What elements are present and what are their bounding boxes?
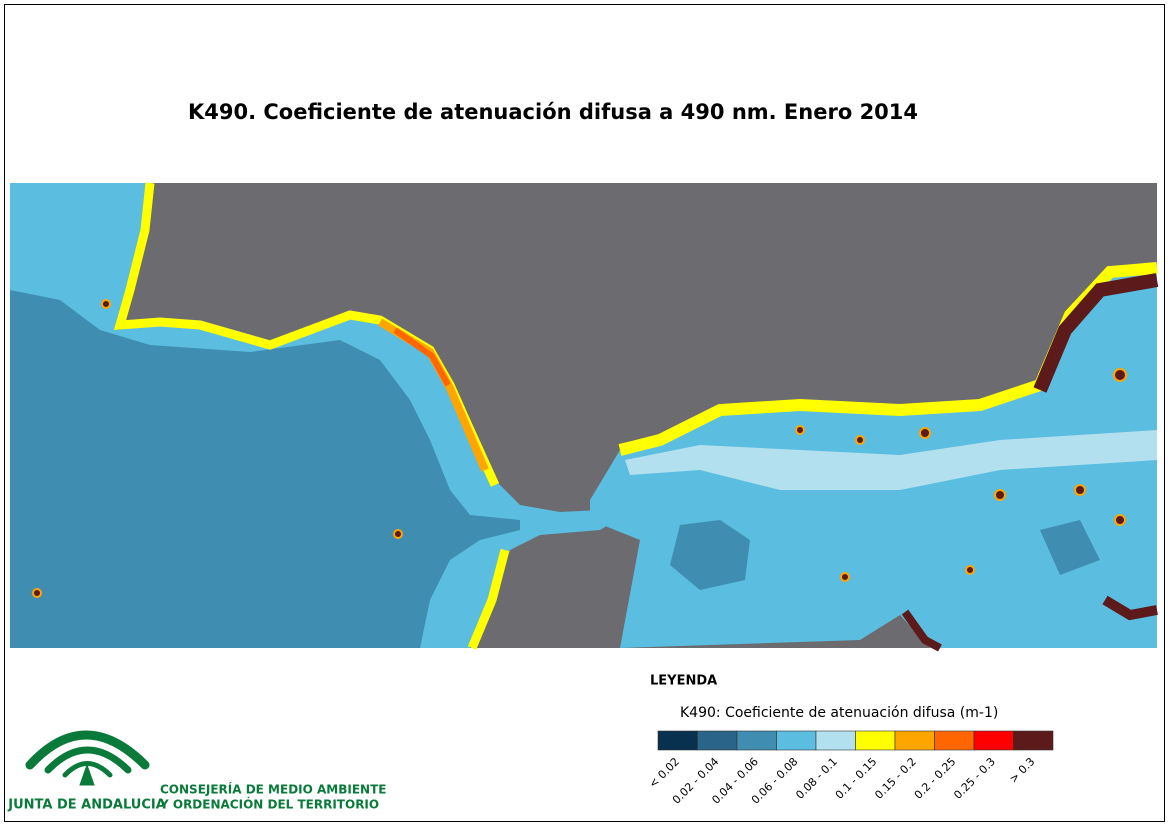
legend-swatch	[894, 730, 935, 751]
atlantic-deep	[10, 290, 520, 648]
legend-swatch	[657, 730, 698, 751]
legend-swatch	[1013, 730, 1054, 751]
map	[10, 182, 1159, 652]
legend-swatch	[736, 730, 777, 751]
coastal-band	[1102, 595, 1158, 621]
mediterranean-deep	[670, 520, 750, 590]
legend-subtitle: K490: Coeficiente de atenuación difusa (…	[680, 705, 998, 721]
coastal-band	[393, 327, 451, 387]
logo-department: CONSEJERÍA DE MEDIO AMBIENTE	[160, 782, 386, 797]
legend-swatch	[934, 730, 975, 751]
logo-arc	[25, 730, 150, 770]
logo-arc	[62, 761, 113, 778]
mediterranean-deep	[1040, 520, 1100, 575]
coastal-band	[1033, 273, 1159, 393]
logo-arc	[44, 746, 132, 774]
logo-department: Y ORDENACIÓN DEL TERRITORIO	[159, 797, 379, 812]
title: K490. Coeficiente de atenuación difusa a…	[188, 100, 918, 124]
legend-swatch	[815, 730, 856, 751]
coastal-band	[901, 609, 942, 652]
logo	[25, 730, 150, 786]
legend-swatch	[697, 730, 738, 751]
legend-swatch	[776, 730, 817, 751]
hotspots	[32, 299, 1127, 598]
legend-swatch	[973, 730, 1014, 751]
legend-swatch	[855, 730, 896, 751]
logo-vase	[79, 763, 95, 786]
legend-heading: LEYENDA	[650, 674, 717, 689]
coastal-band	[467, 548, 510, 650]
mediterranean-band	[625, 430, 1157, 490]
logo-name: JUNTA DE ANDALUCIA	[7, 798, 166, 813]
